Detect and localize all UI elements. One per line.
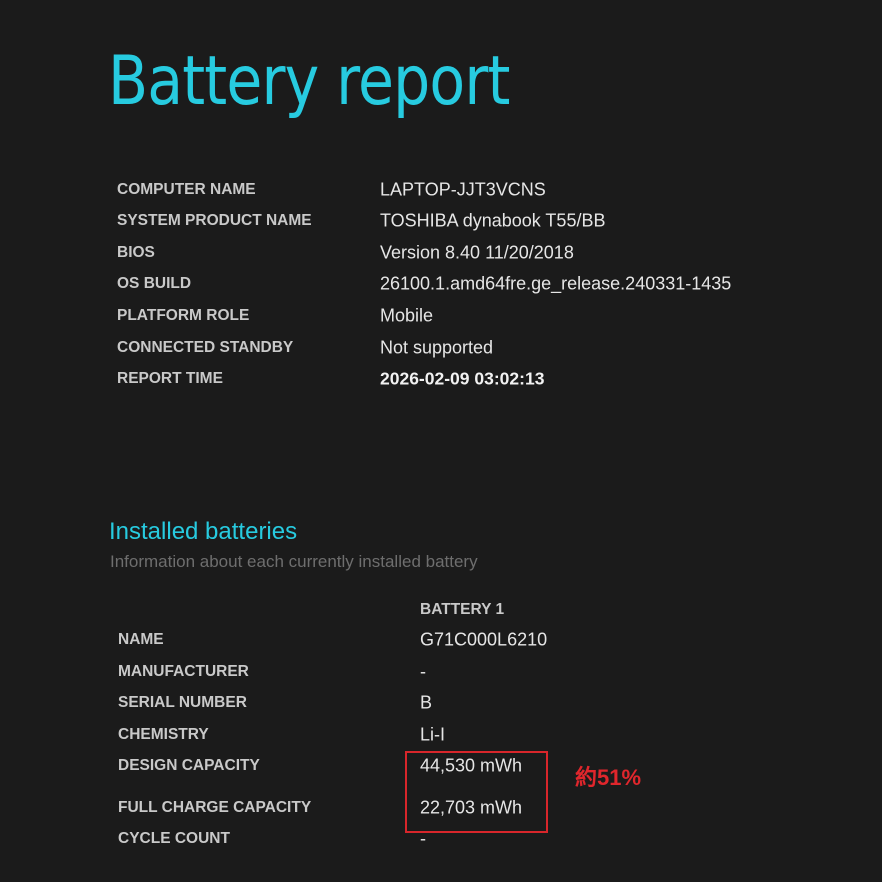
row-label: NAME	[118, 631, 164, 648]
row-label: PLATFORM ROLE	[117, 307, 250, 324]
row-label: REPORT TIME	[117, 370, 223, 387]
row-label: SERIAL NUMBER	[118, 694, 247, 711]
row-label: CONNECTED STANDBY	[117, 339, 294, 356]
row-value: Li-I	[420, 724, 446, 745]
row-label: CYCLE COUNT	[118, 830, 230, 847]
row-value: Mobile	[380, 305, 434, 326]
row-label: SYSTEM PRODUCT NAME	[117, 212, 312, 229]
highlight-box	[405, 751, 548, 833]
section-subtitle: Information about each currently install…	[110, 552, 478, 571]
row-value: TOSHIBA dynabook T55/BB	[380, 210, 606, 231]
row-value: G71C000L6210	[420, 629, 548, 650]
row-label: FULL CHARGE CAPACITY	[118, 799, 312, 816]
row-value: B	[420, 692, 433, 713]
row-value: -	[420, 828, 426, 849]
row-label: COMPUTER NAME	[117, 181, 256, 198]
row-label: DESIGN CAPACITY	[118, 757, 260, 774]
row-value: 22,703 mWh	[420, 797, 523, 818]
page-title: Battery report	[108, 42, 510, 121]
section-heading-installed-batteries: Installed batteries	[109, 518, 298, 545]
annotation-percentage: 約51%	[575, 765, 642, 790]
row-label: BIOS	[117, 244, 155, 261]
row-value: Version 8.40 11/20/2018	[380, 242, 574, 263]
row-value: LAPTOP-JJT3VCNS	[380, 179, 546, 200]
row-label: CHEMISTRY	[118, 726, 209, 743]
row-value: 26100.1.amd64fre.ge_release.240331-1435	[380, 273, 732, 294]
row-label: MANUFACTURER	[118, 663, 249, 680]
row-value: -	[420, 661, 426, 682]
column-header-battery-1: BATTERY 1	[420, 601, 505, 618]
row-value: 44,530 mWh	[420, 755, 523, 776]
row-label: OS BUILD	[117, 275, 192, 292]
row-value: Not supported	[380, 337, 494, 358]
row-value: 2026-02-09 03:02:13	[380, 368, 545, 389]
